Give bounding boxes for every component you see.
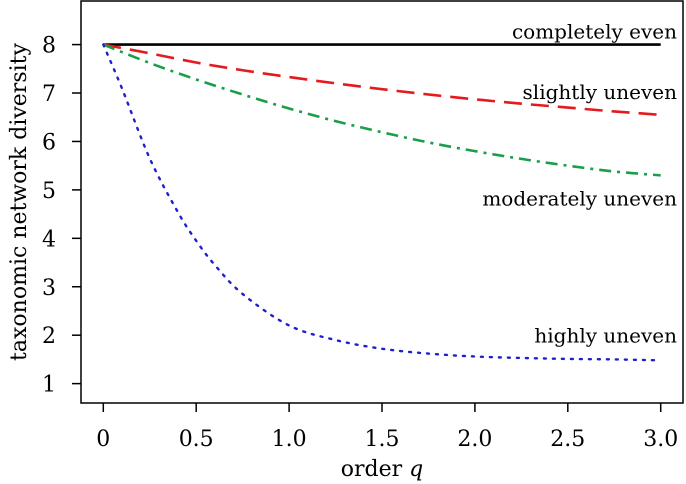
x-tick-label: 1.5 xyxy=(365,427,400,452)
series-label-slightly-uneven: slightly uneven xyxy=(523,80,678,104)
y-tick-label: 4 xyxy=(42,227,56,252)
y-tick-label: 1 xyxy=(42,373,56,398)
x-tick-label: 1.0 xyxy=(272,427,307,452)
series-label-highly-uneven: highly uneven xyxy=(534,323,677,347)
x-tick-label: 2.0 xyxy=(457,427,492,452)
series-line-highly-uneven xyxy=(102,43,662,362)
x-tick-label: 0 xyxy=(96,427,110,452)
y-tick-label: 3 xyxy=(42,276,56,301)
y-axis-title: taxonomic network diversity xyxy=(7,43,32,361)
x-axis: 0 0.5 1.0 1.5 2.0 2.5 3.0 xyxy=(96,403,678,452)
x-tick-label: 0.5 xyxy=(179,427,214,452)
x-tick-label: 2.5 xyxy=(550,427,585,452)
y-tick-label: 6 xyxy=(42,130,56,155)
series-line-slightly-uneven xyxy=(103,43,661,117)
series-label-moderately-uneven: moderately uneven xyxy=(482,186,677,210)
x-tick-label: 3.0 xyxy=(643,427,678,452)
series-line-moderately-uneven xyxy=(102,43,661,177)
series-label-completely-even: completely even xyxy=(512,20,677,44)
x-axis-title: order q xyxy=(341,457,423,482)
y-axis: 1 2 3 4 5 6 7 8 xyxy=(42,34,81,398)
series-labels: completely even slightly uneven moderately… xyxy=(482,20,677,348)
y-tick-label: 7 xyxy=(42,82,56,107)
y-tick-label: 8 xyxy=(42,34,56,59)
y-tick-label: 5 xyxy=(42,179,56,204)
y-tick-label: 2 xyxy=(42,324,56,349)
series-lines xyxy=(102,43,662,362)
